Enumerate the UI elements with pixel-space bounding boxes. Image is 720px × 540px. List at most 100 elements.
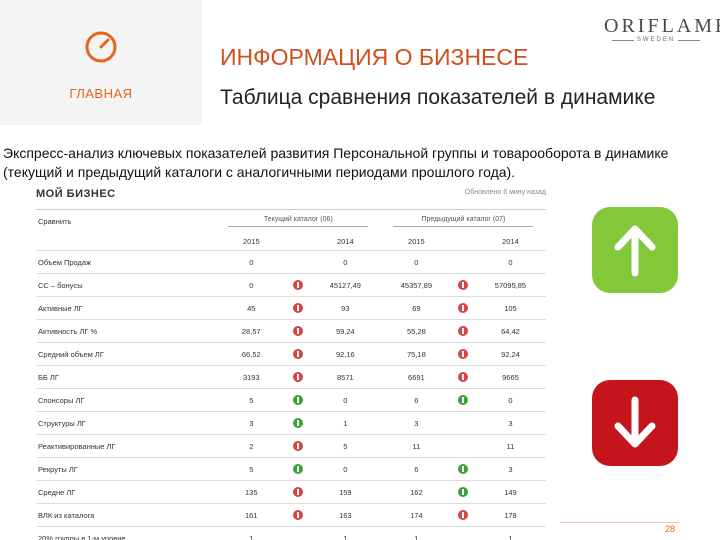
current-catalog-header: Текущий каталог (06): [215, 209, 381, 232]
indicator-cell: [286, 434, 310, 458]
row-label: Средний объем ЛГ: [36, 342, 216, 366]
value-cell: 3193: [215, 365, 287, 389]
panel-updated-text: Обновлено 6 мину назад: [464, 189, 546, 196]
value-cell: 0: [215, 273, 287, 297]
arrow-up-icon: [614, 225, 656, 277]
value-cell: 92,16: [309, 342, 381, 366]
trend-down-icon: [293, 303, 304, 313]
indicator-cell: [286, 526, 310, 540]
home-nav-label[interactable]: ГЛАВНАЯ: [69, 86, 133, 101]
trend-down-icon: [293, 349, 304, 359]
year-header-spacer: [287, 232, 310, 251]
indicator-cell: [286, 457, 310, 481]
table-row: Средне ЛГ 135 159 162 149: [36, 480, 546, 504]
table-row: Структуры ЛГ 3 1 3 3: [36, 411, 546, 435]
value-cell: 0: [474, 250, 546, 274]
value-cell: 135: [215, 480, 287, 504]
table-group-header: Сравнить Текущий каталог (06) Предыдущий…: [36, 209, 546, 232]
page-title: ИНФОРМАЦИЯ О БИЗНЕСЕ: [220, 44, 529, 70]
value-cell: 93: [309, 296, 381, 320]
value-cell: 159: [309, 480, 381, 504]
value-cell: 6: [380, 457, 452, 481]
indicator-cell: [451, 457, 475, 481]
trend-down-icon: [458, 303, 469, 313]
table-row: Спонсоры ЛГ 5 0 6 0: [36, 388, 546, 412]
value-cell: 11: [380, 434, 452, 458]
page-subtitle: Таблица сравнения показателей в динамике: [220, 86, 656, 109]
value-cell: 161: [215, 503, 287, 527]
logo-wordmark: ORIFLAME: [604, 15, 720, 37]
value-cell: 11: [474, 434, 546, 458]
year-header-spacer: [452, 232, 475, 251]
sidebar: ГЛАВНАЯ: [0, 0, 202, 125]
indicator-cell: [451, 411, 475, 435]
comparison-table: Сравнить Текущий каталог (06) Предыдущий…: [36, 209, 546, 540]
trend-down-icon: [458, 510, 469, 520]
value-cell: 1: [309, 411, 381, 435]
footer-rule: [560, 522, 680, 523]
row-label: Объем Продаж: [36, 250, 216, 274]
indicator-cell: [286, 365, 310, 389]
value-cell: 5: [309, 434, 381, 458]
table-year-header: 2015 2014 2015 2014: [36, 232, 546, 251]
trend-down-icon: [293, 510, 304, 520]
arrow-down-icon: [614, 396, 656, 448]
year-header: 2014: [336, 236, 354, 246]
table-row: Активность ЛГ % 28,57 59,24 55,28 64,42: [36, 319, 546, 343]
value-cell: 1: [380, 526, 452, 540]
table-row: Реактивированные ЛГ 2 5 11 11: [36, 434, 546, 458]
value-cell: 3: [474, 457, 546, 481]
indicator-cell: [451, 434, 475, 458]
trend-down-icon: [293, 441, 304, 451]
value-cell: 55,28: [380, 319, 452, 343]
row-label: Структуры ЛГ: [36, 411, 216, 435]
business-panel: МОЙ БИЗНЕС Обновлено 6 мину назад Сравни…: [30, 184, 550, 540]
value-cell: 0: [380, 250, 452, 274]
year-header: 2014: [502, 236, 519, 246]
value-cell: 9665: [474, 365, 546, 389]
table-row: 20% группы в 1-м уровне 1 1 1 1: [36, 526, 546, 540]
row-label: Рекруты ЛГ: [36, 457, 216, 481]
table-row: Средний объем ЛГ 66,52 92,16 75,18 92,24: [36, 342, 546, 366]
panel-header: МОЙ БИЗНЕС Обновлено 6 мину назад: [36, 188, 546, 206]
trend-down-icon: [293, 280, 304, 290]
value-cell: 174: [380, 503, 452, 527]
value-cell: 45127,49: [309, 273, 381, 297]
indicator-cell: [286, 250, 310, 274]
growth-up-badge: [592, 207, 678, 293]
trend-down-icon: [293, 487, 304, 497]
indicator-cell: [451, 296, 475, 320]
value-cell: 5: [215, 388, 287, 412]
value-cell: 28,57: [215, 319, 287, 343]
trend-down-icon: [293, 372, 304, 382]
value-cell: 59,24: [309, 319, 381, 343]
trend-down-icon: [458, 372, 469, 382]
trend-down-icon: [458, 349, 469, 359]
panel-title: МОЙ БИЗНЕС: [36, 188, 116, 200]
row-label: Средне ЛГ: [36, 480, 216, 504]
indicator-cell: [451, 526, 475, 540]
value-cell: 57095,85: [474, 273, 546, 297]
trend-down-icon: [458, 326, 469, 336]
indicator-cell: [451, 503, 475, 527]
value-cell: 92,24: [474, 342, 546, 366]
value-cell: 0: [309, 457, 381, 481]
indicator-cell: [451, 319, 475, 343]
indicator-cell: [451, 480, 475, 504]
value-cell: 3: [215, 411, 287, 435]
indicator-cell: [451, 250, 475, 274]
row-label: СС – бонусы: [36, 273, 216, 297]
row-label: Реактивированные ЛГ: [36, 434, 216, 458]
decline-down-badge: [592, 380, 678, 466]
year-header: 2015: [242, 236, 260, 246]
indicator-cell: [451, 342, 475, 366]
indicator-cell: [451, 388, 475, 412]
indicator-cell: [286, 296, 310, 320]
trend-up-icon: [293, 464, 304, 474]
value-cell: 105: [474, 296, 546, 320]
value-cell: 5: [215, 457, 287, 481]
page-number: 28: [665, 524, 676, 534]
value-cell: 178: [474, 503, 546, 527]
value-cell: 3: [380, 411, 452, 435]
value-cell: 69: [380, 296, 452, 320]
